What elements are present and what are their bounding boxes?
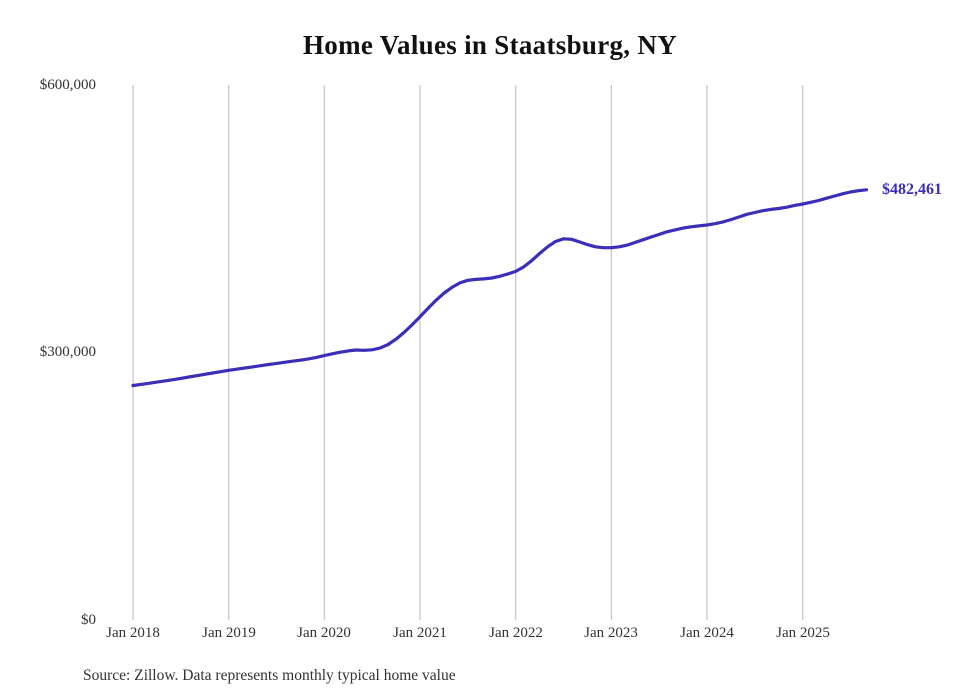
- latest-value-label: $482,461: [882, 181, 942, 198]
- y-tick-600k: $600,000: [39, 77, 96, 93]
- source-note: Source: Zillow. Data represents monthly …: [83, 667, 456, 684]
- x-tick-jan-2019: Jan 2019: [202, 625, 256, 641]
- x-tick-jan-2025: Jan 2025: [776, 625, 830, 641]
- x-tick-jan-2024: Jan 2024: [680, 625, 734, 641]
- x-tick-jan-2020: Jan 2020: [297, 625, 351, 641]
- x-tick-jan-2023: Jan 2023: [584, 625, 638, 641]
- chart-title: Home Values in Staatsburg, NY: [302, 30, 677, 60]
- y-tick-300k: $300,000: [39, 344, 96, 360]
- x-tick-jan-2022: Jan 2022: [489, 625, 543, 641]
- x-tick-jan-2018: Jan 2018: [106, 625, 160, 641]
- y-tick-0: $0: [81, 612, 96, 628]
- x-tick-jan-2021: Jan 2021: [393, 625, 447, 641]
